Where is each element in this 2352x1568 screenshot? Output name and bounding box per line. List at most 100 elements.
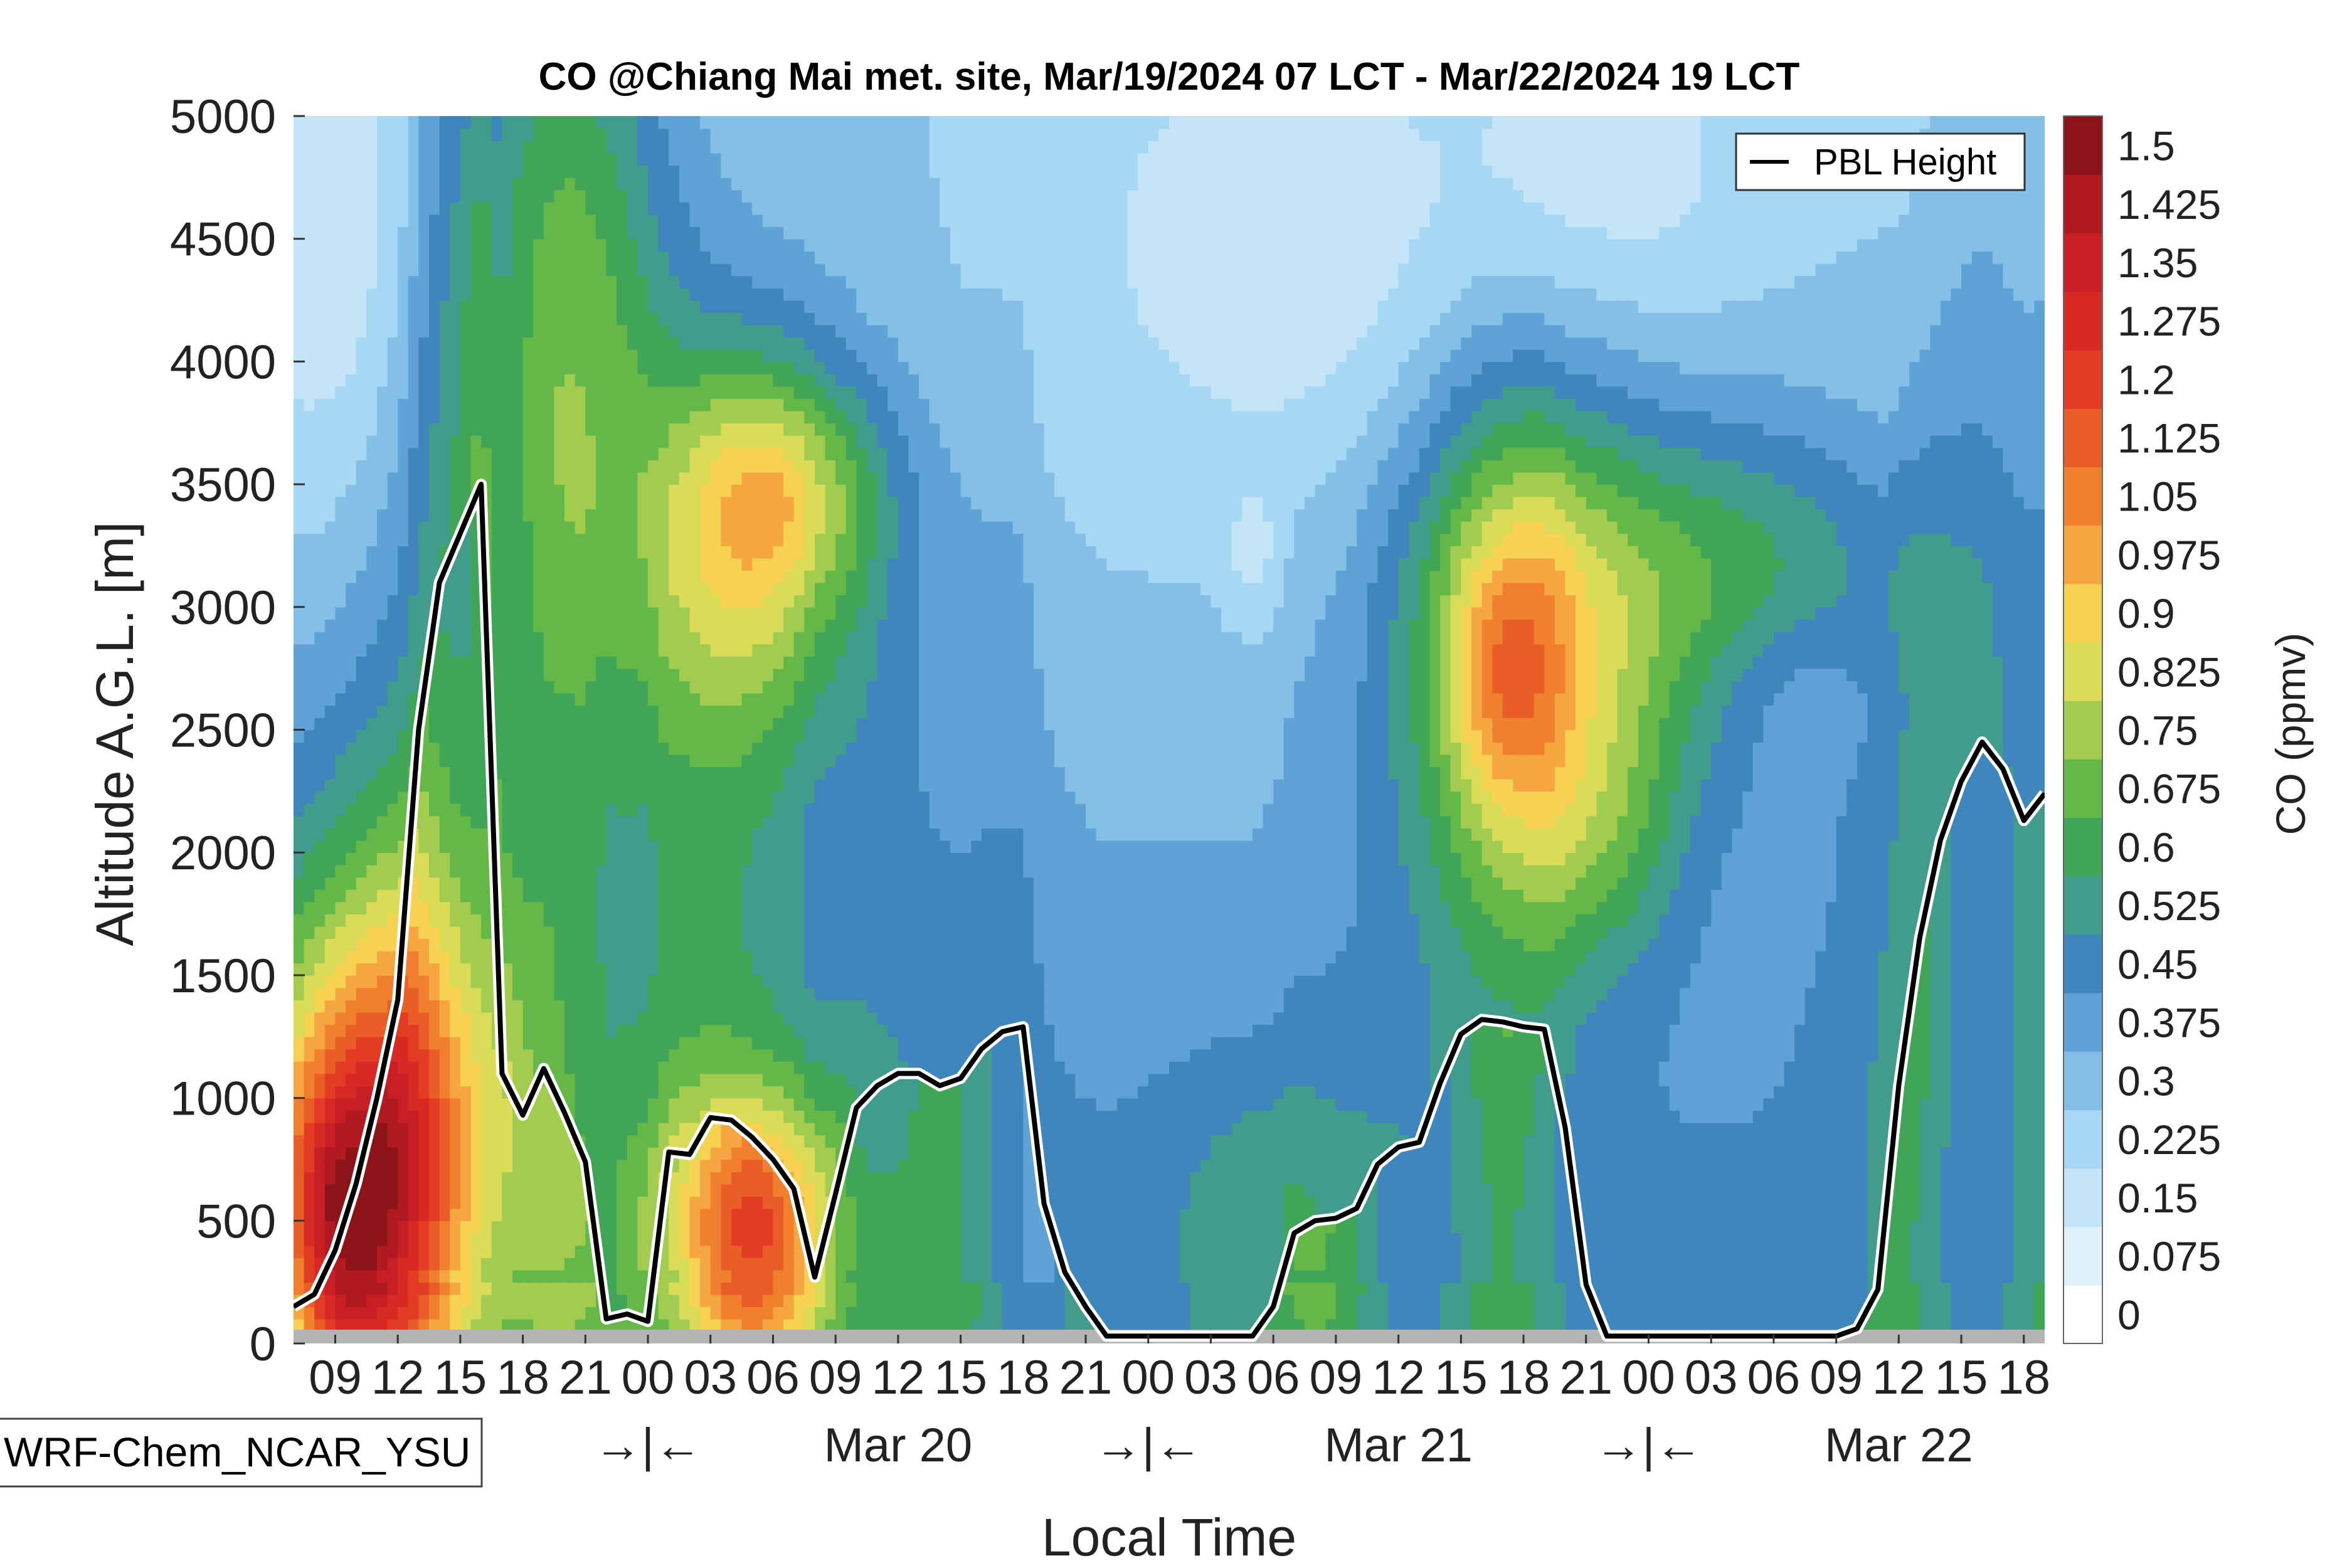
field-cell xyxy=(710,460,722,473)
field-cell xyxy=(752,484,763,497)
field-cell xyxy=(522,729,534,743)
field-cell xyxy=(502,337,513,350)
field-cell xyxy=(543,595,555,608)
field-cell xyxy=(783,398,795,411)
field-cell xyxy=(617,386,628,399)
field-cell xyxy=(617,546,628,559)
field-cell xyxy=(356,1306,368,1320)
field-cell xyxy=(377,484,388,497)
field-cell xyxy=(460,386,472,399)
field-cell xyxy=(669,546,680,559)
field-cell xyxy=(617,263,628,277)
field-cell xyxy=(512,337,524,350)
field-cell xyxy=(627,472,638,485)
field-cell xyxy=(648,1147,659,1160)
field-cell xyxy=(387,938,398,951)
field-cell xyxy=(356,950,368,964)
field-cell xyxy=(512,398,524,411)
field-cell xyxy=(512,692,524,706)
field-cell xyxy=(294,337,305,350)
field-cell xyxy=(335,644,346,657)
field-cell xyxy=(356,288,368,301)
field-cell xyxy=(741,1159,753,1172)
field-cell xyxy=(439,521,451,534)
field-cell xyxy=(470,877,482,890)
field-cell xyxy=(689,1061,701,1074)
field-cell xyxy=(450,926,461,939)
field-cell xyxy=(304,729,315,743)
field-cell xyxy=(762,692,774,706)
field-cell xyxy=(418,607,430,620)
field-cell xyxy=(585,570,596,583)
field-cell xyxy=(710,729,722,743)
field-cell xyxy=(741,914,753,927)
field-cell xyxy=(617,705,628,718)
field-cell xyxy=(700,509,711,522)
field-cell xyxy=(481,963,492,976)
field-cell xyxy=(564,815,576,829)
field-cell xyxy=(596,570,607,583)
field-cell xyxy=(731,1012,743,1025)
field-cell xyxy=(679,1172,691,1185)
field-cell xyxy=(543,1110,555,1123)
field-cell xyxy=(627,189,638,203)
field-cell xyxy=(627,484,638,497)
field-cell xyxy=(335,692,346,706)
field-cell xyxy=(470,778,482,792)
field-cell xyxy=(783,729,795,743)
field-cell xyxy=(294,1269,305,1283)
field-cell xyxy=(762,1208,774,1222)
field-cell xyxy=(324,717,336,731)
field-cell xyxy=(637,828,649,841)
field-cell xyxy=(324,374,336,387)
field-cell xyxy=(554,496,565,510)
field-cell xyxy=(658,177,670,191)
field-cell xyxy=(398,361,409,374)
field-cell xyxy=(773,778,784,792)
field-cell xyxy=(324,1196,336,1209)
field-cell xyxy=(314,251,326,264)
field-cell xyxy=(408,926,420,939)
field-cell xyxy=(470,1110,482,1123)
field-cell xyxy=(377,852,388,866)
field-cell xyxy=(773,386,784,399)
field-cell xyxy=(366,398,378,411)
field-cell xyxy=(294,189,305,203)
field-cell xyxy=(793,889,805,903)
field-cell xyxy=(387,582,398,596)
field-cell xyxy=(554,877,565,890)
field-cell xyxy=(502,754,513,767)
field-cell xyxy=(387,496,398,510)
field-cell xyxy=(377,374,388,387)
field-cell xyxy=(470,1184,482,1197)
field-cell xyxy=(648,803,659,817)
field-cell xyxy=(731,1135,743,1148)
field-cell xyxy=(408,975,420,988)
field-cell xyxy=(429,435,440,448)
field-cell xyxy=(679,950,691,964)
field-cell xyxy=(617,1184,628,1197)
field-cell xyxy=(741,1172,753,1185)
field-cell xyxy=(294,1196,305,1209)
field-cell xyxy=(356,644,368,657)
field-cell xyxy=(398,631,409,645)
field-cell xyxy=(710,1098,722,1111)
field-cell xyxy=(575,889,586,903)
field-cell xyxy=(575,595,586,608)
field-cell xyxy=(522,472,534,485)
field-cell xyxy=(783,914,795,927)
field-cell xyxy=(679,558,691,571)
field-cell xyxy=(366,766,378,780)
field-cell xyxy=(617,361,628,374)
field-cell xyxy=(804,1294,815,1308)
field-cell xyxy=(387,1098,398,1111)
field-cell xyxy=(533,963,544,976)
field-cell xyxy=(773,238,784,252)
field-cell xyxy=(689,410,701,424)
field-cell xyxy=(762,447,774,460)
field-cell xyxy=(408,460,420,473)
field-cell xyxy=(627,877,638,890)
field-cell xyxy=(418,1196,430,1209)
field-cell xyxy=(491,177,503,191)
field-cell xyxy=(648,288,659,301)
